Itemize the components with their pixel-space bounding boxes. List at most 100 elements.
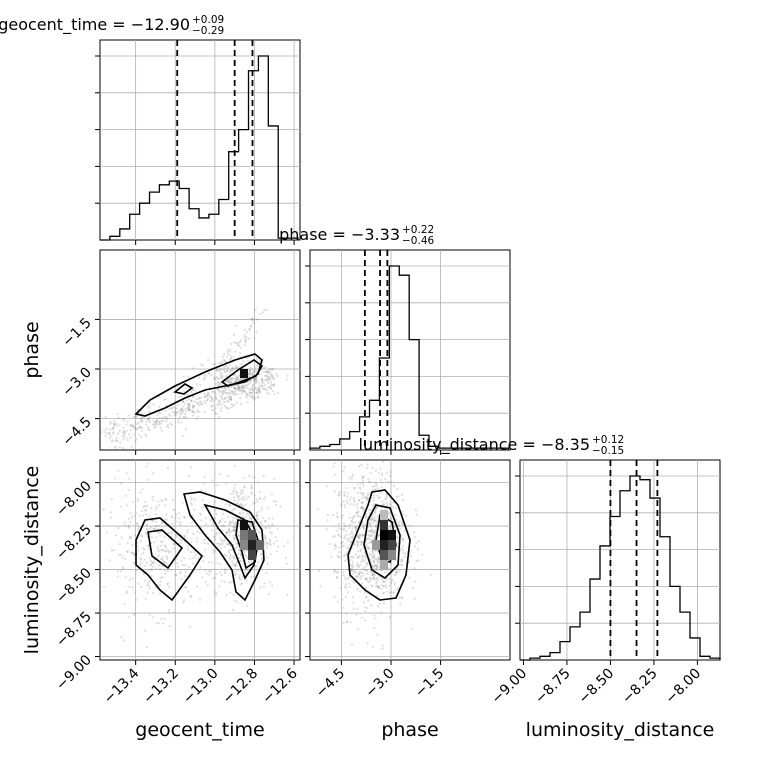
sample-point	[250, 389, 253, 392]
sample-point	[164, 572, 167, 575]
sample-point	[224, 397, 227, 400]
sample-point	[181, 401, 185, 404]
sample-point	[144, 509, 147, 512]
sample-point	[222, 365, 226, 368]
sample-point	[125, 592, 128, 595]
sample-point	[345, 551, 348, 554]
sample-point	[335, 545, 338, 548]
sample-point	[341, 598, 344, 601]
sample-point	[157, 411, 160, 415]
sample-point	[351, 531, 354, 534]
sample-point	[113, 424, 116, 427]
sample-point	[229, 369, 232, 373]
sample-point	[194, 389, 197, 392]
sample-point	[204, 402, 207, 405]
sample-point	[241, 516, 244, 519]
sample-point	[205, 394, 208, 397]
sample-point	[108, 437, 112, 440]
panel-title-luminosity_distance: luminosity_distance = −8.35 +0.12−0.15	[359, 434, 625, 457]
sample-point	[357, 499, 361, 502]
sample-point	[151, 472, 154, 475]
sample-point	[184, 571, 187, 574]
density-cell	[388, 530, 396, 540]
title-minus: −0.29	[192, 25, 224, 37]
sample-point	[392, 591, 395, 594]
sample-point	[378, 557, 381, 560]
sample-point	[415, 513, 418, 516]
sample-point	[243, 390, 246, 393]
sample-point	[219, 389, 222, 392]
sample-point	[141, 416, 145, 419]
sample-point	[361, 477, 364, 480]
sample-point	[332, 465, 335, 468]
sample-point	[359, 506, 362, 510]
sample-point	[120, 482, 123, 485]
sample-point	[116, 570, 119, 573]
sample-point	[182, 434, 185, 437]
sample-point	[183, 557, 186, 560]
sample-point	[130, 536, 133, 540]
sample-point	[266, 378, 269, 381]
sample-point	[212, 551, 215, 554]
sample-point	[362, 508, 365, 511]
sample-point	[344, 529, 347, 533]
sample-point	[405, 514, 408, 518]
sample-point	[373, 537, 376, 540]
sample-point	[263, 388, 266, 391]
sample-point	[403, 530, 406, 533]
sample-point	[159, 567, 162, 571]
sample-point	[193, 400, 196, 403]
sample-point	[187, 403, 190, 406]
sample-point	[266, 370, 270, 373]
sample-point	[154, 586, 157, 589]
sample-point	[144, 509, 147, 512]
sample-point	[276, 528, 279, 531]
sample-point	[223, 580, 226, 584]
sample-point	[340, 535, 343, 538]
sample-point	[371, 565, 374, 568]
sample-point	[218, 402, 222, 405]
sample-point	[348, 585, 351, 589]
sample-point	[414, 508, 417, 511]
sample-point	[408, 576, 411, 579]
sample-point	[365, 577, 368, 581]
sample-point	[335, 529, 339, 532]
sample-point	[362, 524, 365, 528]
sample-point	[240, 560, 243, 563]
sample-point	[376, 563, 379, 567]
sample-point	[225, 531, 228, 535]
sample-point	[147, 418, 150, 421]
sample-point	[402, 538, 405, 541]
sample-point	[237, 496, 240, 499]
sample-point	[247, 561, 250, 564]
sample-point	[340, 528, 343, 531]
sample-point	[230, 389, 233, 393]
sample-point	[347, 577, 350, 580]
sample-point	[211, 524, 214, 527]
sample-point	[258, 497, 261, 501]
sample-point	[124, 431, 127, 434]
sample-point	[249, 523, 252, 527]
sample-point	[361, 492, 364, 495]
sample-point	[353, 571, 357, 574]
sample-point	[131, 425, 134, 428]
sample-point	[270, 384, 273, 387]
sample-point	[227, 515, 230, 518]
sample-point	[266, 562, 269, 566]
sample-point	[349, 503, 352, 506]
sample-point	[253, 370, 256, 373]
sample-point	[354, 527, 357, 530]
sample-point	[231, 367, 234, 371]
sample-point	[131, 586, 134, 589]
sample-point	[367, 534, 371, 537]
sample-point	[140, 540, 143, 543]
sample-point	[239, 554, 243, 557]
sample-point	[157, 423, 161, 426]
sample-point	[266, 370, 269, 373]
sample-point	[227, 551, 231, 554]
sample-point	[228, 371, 231, 374]
sample-point	[129, 429, 132, 432]
sample-point	[148, 532, 151, 535]
sample-point	[234, 564, 237, 567]
sample-point	[369, 541, 372, 544]
